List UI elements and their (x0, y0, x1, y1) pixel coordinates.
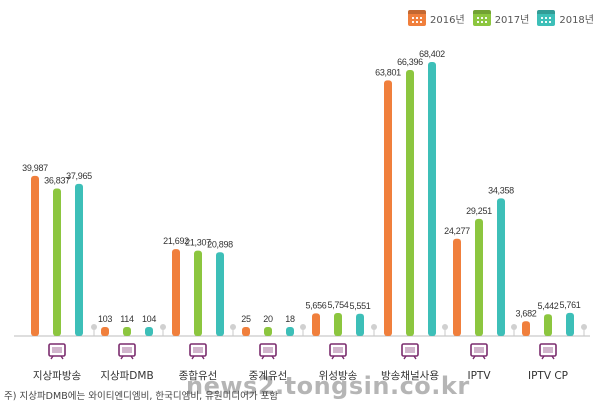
watermark: news2.tongsin.co.kr (186, 372, 470, 400)
data-label: 21,692 (163, 236, 189, 246)
data-label: 5,442 (537, 301, 558, 311)
data-label: 21,307 (185, 238, 211, 248)
group-separator-dot (91, 324, 97, 330)
data-label: 5,656 (305, 300, 326, 310)
group-separator-dot (581, 324, 587, 330)
legend-label-2016: 2016년 (430, 14, 465, 26)
group-separator-dot (230, 324, 236, 330)
category-label: 위성방송 (319, 369, 358, 382)
legend-item-2016: 2016년 (408, 10, 465, 26)
data-label: 39,987 (22, 163, 48, 173)
group-separator-dot (511, 324, 517, 330)
category-label: 중계유선 (249, 370, 288, 382)
bar-2018년-방송채널사용 (428, 62, 436, 336)
data-label: 36,837 (44, 175, 70, 185)
bar-2017년-종합유선 (194, 250, 202, 336)
bar-2018년-IPTV CP (566, 312, 574, 336)
iptv-cp-screen-icon (539, 343, 557, 360)
bar-2016년-중계유선 (242, 327, 250, 336)
data-label: 68,402 (419, 49, 445, 59)
group-separator-dot (300, 324, 306, 330)
data-label: 104 (142, 314, 156, 324)
bar-2018년-종합유선 (216, 252, 224, 336)
bar-2018년-지상파방송 (75, 183, 83, 336)
legend-label-2017: 2017년 (494, 14, 530, 26)
data-label: 5,761 (559, 300, 580, 310)
category-label: 지상파DMB (100, 370, 153, 382)
iptv-screen-icon (470, 343, 488, 360)
data-label: 103 (98, 314, 112, 324)
relay-antenna-icon (259, 343, 277, 360)
data-label: 37,965 (66, 171, 92, 181)
data-label: 20,898 (207, 239, 233, 249)
bar-2018년-위성방송 (356, 313, 364, 336)
data-label: 18 (285, 314, 295, 324)
bar-2016년-방송채널사용 (384, 80, 392, 337)
bar-2017년-방송채널사용 (406, 70, 414, 337)
bar-2016년-위성방송 (312, 313, 320, 336)
category-label: 방송채널사용 (381, 370, 439, 382)
legend-item-2018: 2018년 (537, 10, 594, 26)
data-label: 5,754 (327, 300, 348, 310)
bar-2016년-지상파방송 (31, 175, 39, 336)
bar-2016년-IPTV CP (522, 321, 530, 336)
legend-item-2017: 2017년 (472, 10, 530, 26)
data-label: 66,396 (397, 57, 423, 67)
calendar-icon (537, 10, 556, 26)
calendar-icon (472, 10, 491, 26)
group-separator-dot (371, 324, 377, 330)
calendar-icon (408, 10, 427, 26)
broadcast-tower-icon (189, 343, 207, 360)
data-label: 25 (241, 314, 251, 324)
group-separator-dot (442, 324, 448, 330)
tv-icon (48, 343, 66, 360)
data-label: 114 (120, 314, 134, 324)
bar-2017년-중계유선 (264, 327, 272, 336)
data-label: 24,277 (444, 226, 470, 236)
bar-2016년-IPTV (453, 238, 461, 336)
data-label: 3,682 (515, 308, 536, 318)
data-label: 20 (263, 314, 273, 324)
footnote: 주) 지상파DMB에는 와이티엔디엠비, 한국디엠비, 유원미디어가 포함 (4, 391, 279, 402)
bar-2017년-지상파방송 (53, 188, 61, 336)
category-label: 종합유선 (179, 370, 218, 382)
channel-tv-icon (401, 343, 419, 360)
dmb-device-icon (118, 343, 136, 360)
satellite-icon (329, 343, 347, 360)
bar-2017년-IPTV CP (544, 314, 552, 336)
legend-label-2018: 2018년 (559, 14, 594, 26)
bar-2017년-지상파DMB (123, 327, 131, 336)
data-label: 5,551 (349, 301, 370, 311)
bar-2018년-IPTV (497, 198, 505, 336)
bar-2016년-종합유선 (172, 249, 180, 336)
chart-legend: 2016년 2017년 2018년 (408, 10, 594, 26)
bar-2018년-중계유선 (286, 327, 294, 336)
data-label: 29,251 (466, 206, 492, 216)
category-label: IPTV CP (528, 370, 568, 382)
category-label: IPTV (467, 370, 491, 382)
data-label: 63,801 (375, 67, 401, 77)
bar-2017년-IPTV (475, 218, 483, 336)
bar-2017년-위성방송 (334, 312, 342, 336)
group-separator-dot (160, 324, 166, 330)
bar-2016년-지상파DMB (101, 327, 109, 336)
bar-2018년-지상파DMB (145, 327, 153, 336)
data-label: 34,358 (488, 185, 514, 195)
category-label: 지상파방송 (33, 370, 82, 382)
